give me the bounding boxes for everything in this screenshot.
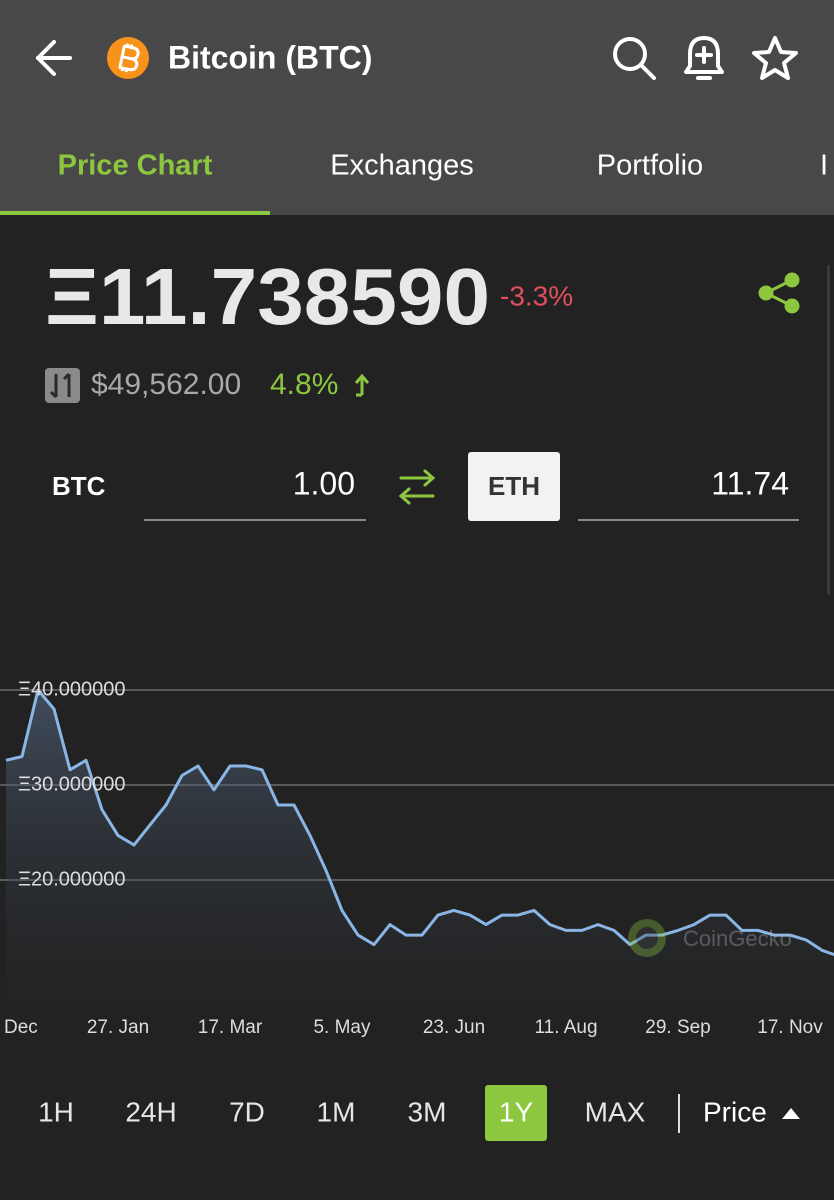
x-tick-label: 11. Aug bbox=[534, 1017, 597, 1038]
x-tick-label: 27. Jan bbox=[87, 1017, 149, 1038]
up-arrow-icon bbox=[354, 373, 370, 397]
to-currency[interactable]: ETH bbox=[488, 471, 540, 501]
range-selector: 1H 24H 7D 1M 3M 1Y MAX bbox=[38, 1096, 646, 1127]
search-button[interactable] bbox=[613, 37, 656, 80]
active-range-highlight bbox=[485, 1085, 547, 1141]
scrollbar bbox=[827, 265, 830, 595]
range-button[interactable]: 1M bbox=[317, 1096, 356, 1127]
y-tick-label: Ξ40.000000 bbox=[18, 678, 126, 700]
usd-change: 4.8% bbox=[270, 368, 338, 401]
metric-selector[interactable]: Price bbox=[703, 1096, 767, 1127]
metric-dropdown-icon[interactable] bbox=[782, 1108, 800, 1119]
range-button[interactable]: 7D bbox=[229, 1096, 265, 1127]
page-title: Bitcoin (BTC) bbox=[168, 39, 372, 75]
tab[interactable]: Portfolio bbox=[597, 150, 703, 182]
x-tick-label: 23. Jun bbox=[423, 1017, 485, 1038]
x-tick-label: 29. Sep bbox=[645, 1017, 711, 1038]
price-value: Ξ11.738590 bbox=[45, 252, 490, 341]
axes: Ξ20.000000 Ξ30.000000 Ξ40.000000 Dec 27. Jan… bbox=[4, 678, 823, 1038]
watermark-text: CoinGecko bbox=[683, 926, 792, 951]
currency-toggle[interactable] bbox=[45, 368, 80, 403]
to-amount[interactable]: 11.74 bbox=[711, 465, 789, 501]
share-button[interactable] bbox=[758, 272, 800, 314]
tab[interactable]: Price Chart bbox=[58, 150, 213, 182]
watermark: CoinGecko bbox=[628, 919, 792, 957]
price-line bbox=[5, 688, 834, 957]
usd-price: $49,562.00 bbox=[91, 368, 241, 401]
plot bbox=[5, 688, 834, 1004]
alert-button[interactable] bbox=[684, 36, 724, 80]
range-button[interactable]: 3M bbox=[408, 1096, 447, 1127]
tab-indicator bbox=[0, 211, 270, 215]
tab[interactable]: Exchanges bbox=[330, 150, 474, 182]
from-amount[interactable]: 1.00 bbox=[293, 465, 355, 501]
range-button[interactable]: 1H bbox=[38, 1096, 74, 1127]
x-tick-label: Dec bbox=[4, 1017, 38, 1038]
x-tick-label: 17. Mar bbox=[198, 1017, 263, 1038]
favorite-button[interactable] bbox=[752, 36, 798, 80]
price-change: -3.3% bbox=[500, 280, 573, 311]
y-tick-label: Ξ20.000000 bbox=[18, 868, 126, 890]
y-tick-label: Ξ30.000000 bbox=[18, 773, 126, 795]
swap-button[interactable] bbox=[398, 469, 436, 505]
range-button[interactable]: 1Y bbox=[499, 1096, 534, 1127]
x-tick-label: 5. May bbox=[313, 1017, 371, 1038]
from-currency: BTC bbox=[52, 471, 106, 501]
range-button[interactable]: MAX bbox=[585, 1096, 646, 1127]
x-tick-label: 17. Nov bbox=[757, 1017, 823, 1038]
area-fill bbox=[6, 690, 834, 1004]
app-bar bbox=[0, 0, 834, 215]
bitcoin-logo bbox=[107, 37, 149, 79]
back-button[interactable] bbox=[36, 40, 72, 76]
to-currency-button[interactable] bbox=[468, 452, 560, 521]
range-button[interactable]: 24H bbox=[125, 1096, 176, 1127]
tab[interactable]: I bbox=[820, 150, 828, 182]
